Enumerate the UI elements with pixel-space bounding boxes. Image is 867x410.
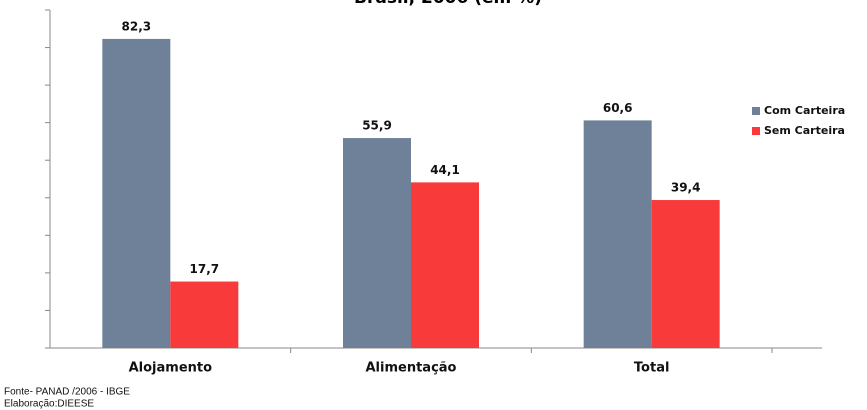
bar <box>583 120 652 348</box>
bar <box>343 138 411 348</box>
legend-swatch <box>752 127 760 135</box>
value-label: 82,3 <box>122 19 152 33</box>
value-label: 44,1 <box>430 163 460 177</box>
value-label: 55,9 <box>362 119 392 133</box>
bar <box>651 200 720 348</box>
legend-swatch <box>752 107 760 115</box>
x-tick-label: Alojamento <box>129 361 213 376</box>
value-label: 60,6 <box>603 101 633 115</box>
x-tick-label: Total <box>634 361 670 376</box>
chart-title: Brasil, 2006 (em %) <box>354 0 542 8</box>
legend-label: Sem Carteira <box>764 124 845 137</box>
x-tick-label: Alimentação <box>366 361 457 376</box>
source-note: Fonte- PANAD /2006 - IBGE <box>4 387 130 398</box>
bar <box>170 281 239 348</box>
value-label: 39,4 <box>671 181 701 195</box>
value-label: 17,7 <box>190 262 220 276</box>
bar <box>102 38 171 348</box>
legend-label: Com Carteira <box>764 104 845 117</box>
bar <box>411 182 479 348</box>
credit-note: Elaboração:DIEESE <box>4 399 94 410</box>
